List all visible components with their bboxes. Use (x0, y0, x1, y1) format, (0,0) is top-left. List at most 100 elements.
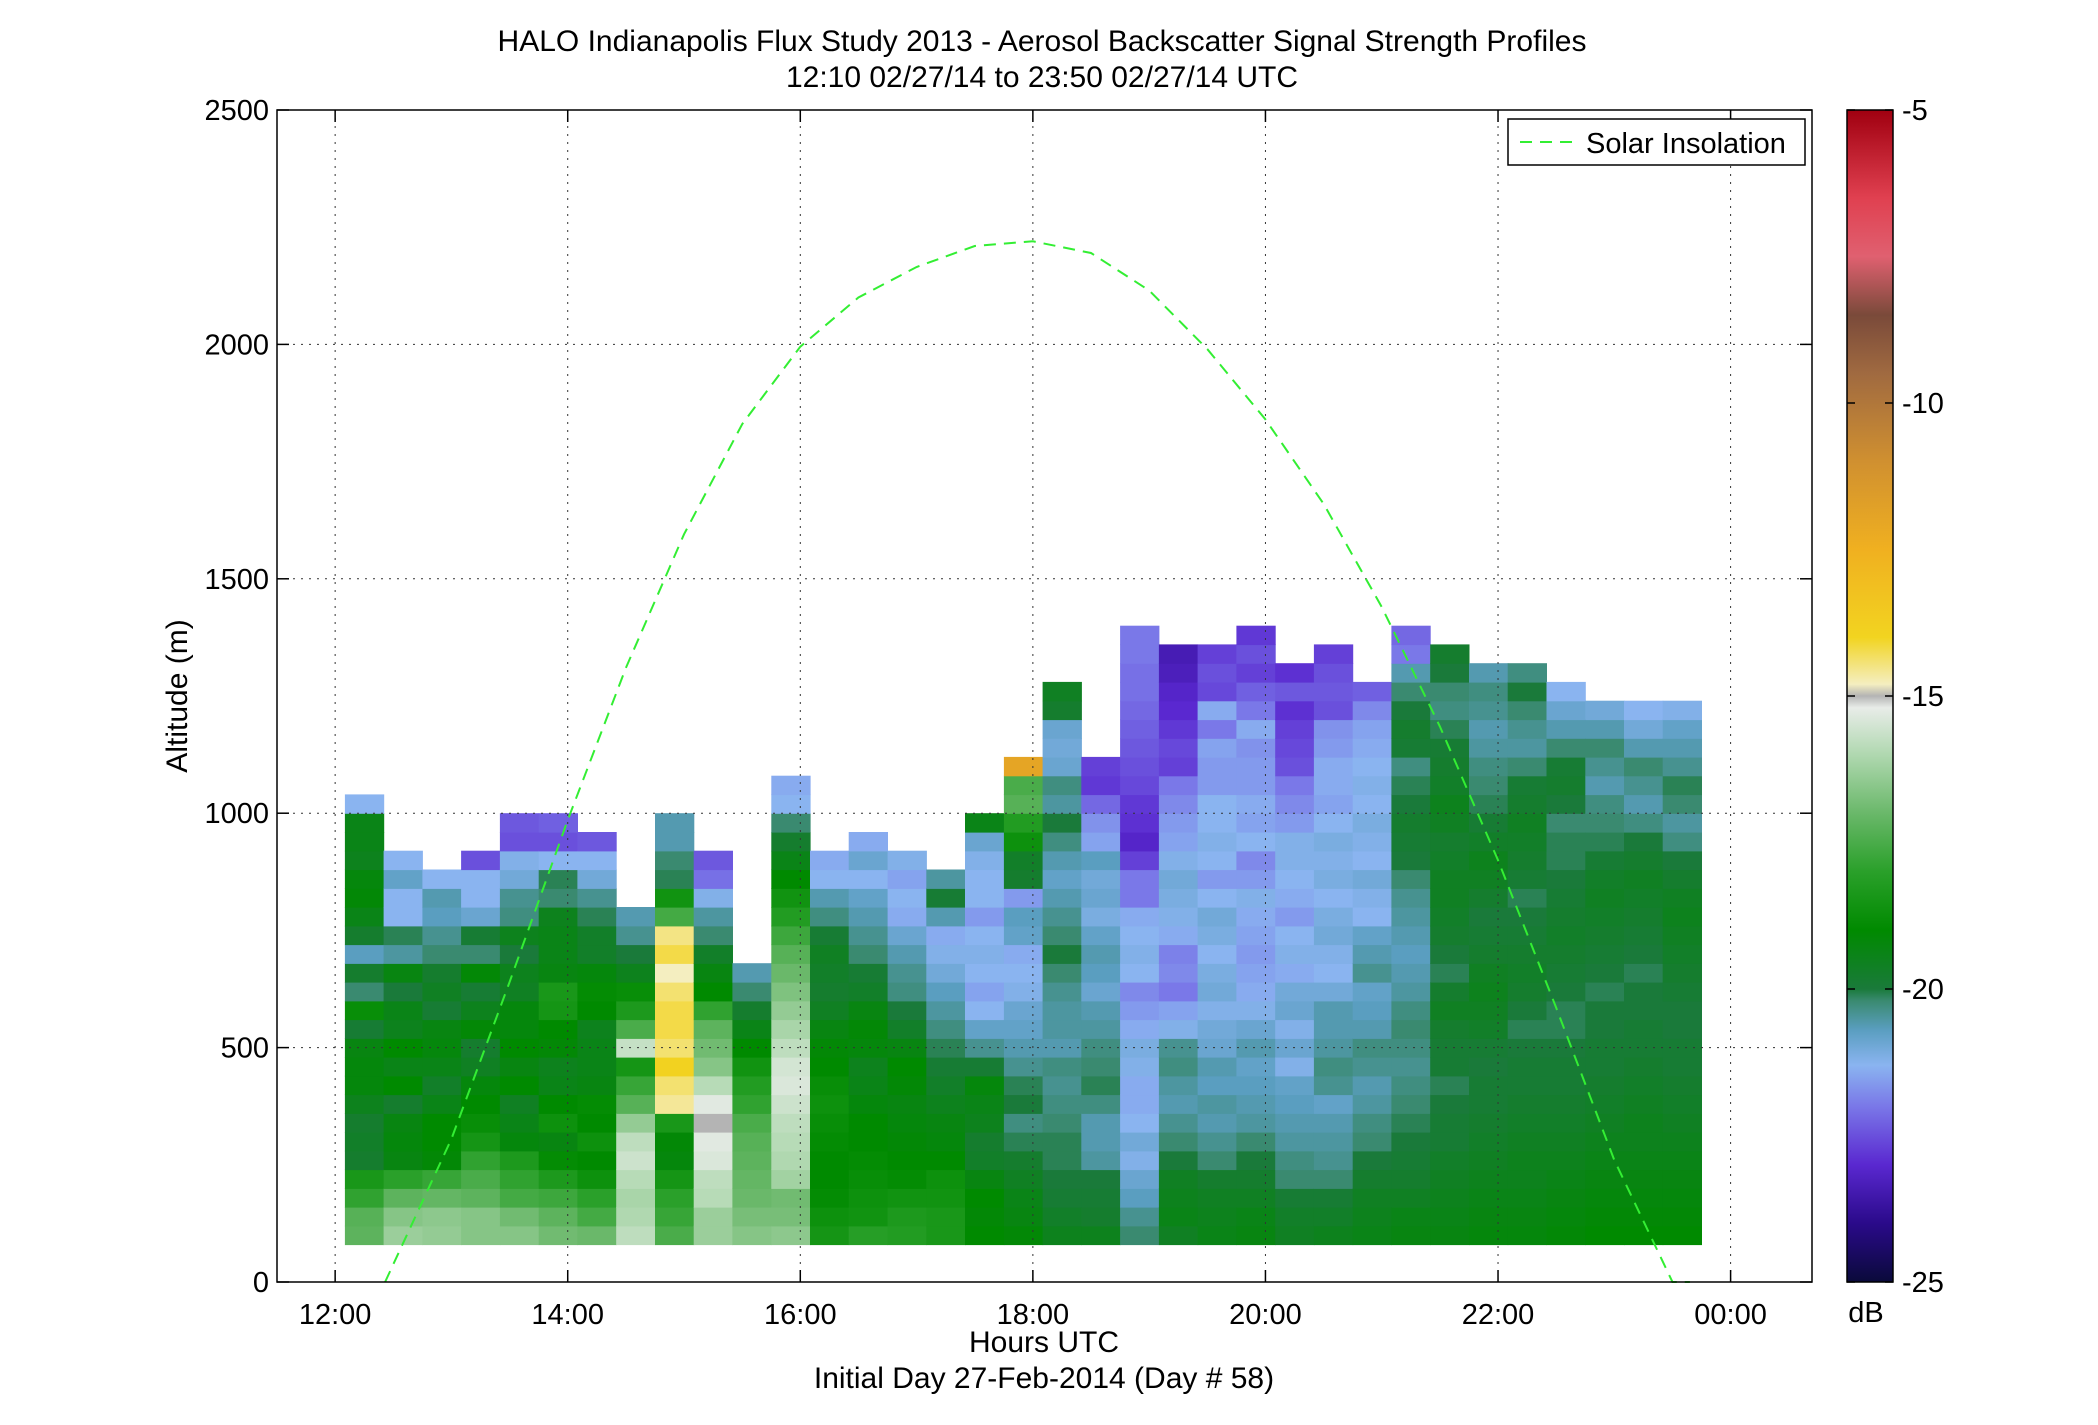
heatmap-cell (1546, 775, 1586, 796)
heatmap-cell (1120, 719, 1160, 739)
heatmap-cell (1662, 1150, 1702, 1171)
heatmap-cell (1352, 888, 1392, 908)
heatmap-cell (1003, 1094, 1044, 1114)
heatmap-cell (1585, 813, 1625, 833)
heatmap-cell (1042, 813, 1082, 833)
heatmap-cell (499, 1113, 540, 1133)
heatmap-cell (1197, 963, 1237, 983)
heatmap-cell (1430, 681, 1470, 702)
heatmap-cell (693, 1019, 733, 1039)
plot-border (276, 109, 1813, 1283)
heatmap-cell (616, 1019, 656, 1039)
heatmap-cell (1430, 1132, 1470, 1152)
heatmap-cell (848, 982, 888, 1002)
heatmap-cell (1197, 888, 1237, 908)
heatmap-cell (1313, 719, 1354, 739)
heatmap-cell (1469, 1019, 1509, 1039)
heatmap-cell (577, 1113, 617, 1133)
heatmap-cell (926, 1132, 966, 1152)
y-tick-label: 500 (221, 1033, 269, 1065)
heatmap-cell (1120, 700, 1160, 721)
heatmap-cell (616, 1188, 656, 1208)
heatmap-cell (1003, 869, 1044, 889)
heatmap-cell (732, 1150, 772, 1171)
heatmap-cell (422, 1188, 462, 1208)
heatmap-cell (848, 925, 888, 946)
heatmap-cell (1546, 1225, 1586, 1246)
heatmap-cell (1507, 738, 1547, 758)
heatmap-cell (1158, 1132, 1199, 1152)
heatmap-cell (1081, 850, 1121, 871)
heatmap-cell (1158, 1113, 1199, 1133)
heatmap-cell (1236, 1113, 1276, 1133)
heatmap-cell (1313, 756, 1354, 777)
heatmap-cell (1003, 944, 1044, 964)
heatmap-cell (1197, 1225, 1237, 1246)
heatmap-cell (1236, 1169, 1276, 1189)
heatmap-cell (422, 869, 462, 889)
heatmap-cell (771, 869, 811, 889)
heatmap-cell (422, 1019, 462, 1039)
heatmap-cell (1042, 1169, 1082, 1189)
heatmap-cell (887, 1000, 927, 1021)
heatmap-cell (1042, 775, 1082, 796)
heatmap-cell (1197, 1094, 1237, 1114)
heatmap-cell (1003, 1188, 1044, 1208)
heatmap-cell (1042, 944, 1082, 964)
heatmap-cell (1003, 756, 1044, 777)
heatmap-cell (1236, 756, 1276, 777)
heatmap-cell (1469, 925, 1509, 946)
heatmap-cell (693, 982, 733, 1002)
heatmap-cell (1236, 1225, 1276, 1246)
heatmap-cell (499, 1019, 540, 1039)
heatmap-cell (810, 1057, 850, 1077)
heatmap-cell (1391, 850, 1431, 871)
heatmap-cell (693, 1075, 733, 1096)
heatmap-cell (1430, 1113, 1470, 1133)
y-axis-ticks: 0 500 1000 1500 2000 2500 (204, 95, 1812, 1299)
heatmap-cell (1197, 832, 1237, 852)
heatmap-cell (1352, 1188, 1392, 1208)
heatmap-cell (383, 982, 423, 1002)
x-tick-label: 16:00 (764, 1299, 837, 1331)
heatmap-cell (1662, 719, 1702, 739)
heatmap-cell (1391, 1225, 1431, 1246)
heatmap-cell (1197, 1132, 1237, 1152)
heatmap-cell (810, 888, 850, 908)
heatmap-cell (1158, 719, 1199, 739)
heatmap-cell (1003, 1169, 1044, 1189)
heatmap-cell (732, 1038, 772, 1058)
heatmap-cell (887, 907, 927, 927)
heatmap-cell (538, 1094, 578, 1114)
heatmap-cell (1313, 888, 1354, 908)
heatmap-cell (655, 1113, 695, 1133)
heatmap-cell (1546, 907, 1586, 927)
heatmap-cell (1236, 1150, 1276, 1171)
heatmap-cell (1507, 1207, 1547, 1227)
heatmap-cell (1042, 888, 1082, 908)
heatmap-cell (461, 1038, 501, 1058)
heatmap-cell (1391, 1094, 1431, 1114)
heatmap-cell (655, 1019, 695, 1039)
heatmap-cell (1120, 907, 1160, 927)
heatmap-cell (344, 1057, 385, 1077)
heatmap-cell (1313, 1150, 1354, 1171)
heatmap-cell (1081, 1019, 1121, 1039)
heatmap-cell (1507, 1019, 1547, 1039)
heatmap-cell (1624, 794, 1664, 814)
heatmap-cell (1507, 907, 1547, 927)
heatmap-cell (1197, 925, 1237, 946)
heatmap-cell (810, 850, 850, 871)
heatmap-cell (1391, 963, 1431, 983)
heatmap-cell (693, 944, 733, 964)
heatmap-cell (655, 1000, 695, 1021)
heatmap-cell (1352, 1169, 1392, 1189)
colorbar-tick-label: -5 (1902, 95, 1928, 127)
heatmap-cell (1081, 1075, 1121, 1096)
heatmap-cell (732, 982, 772, 1002)
heatmap-cell (461, 1169, 501, 1189)
heatmap-cell (1197, 1019, 1237, 1039)
x-axis-label: Hours UTC (969, 1326, 1119, 1359)
heatmap-cell (538, 1019, 578, 1039)
heatmap-cell (1197, 1000, 1237, 1021)
